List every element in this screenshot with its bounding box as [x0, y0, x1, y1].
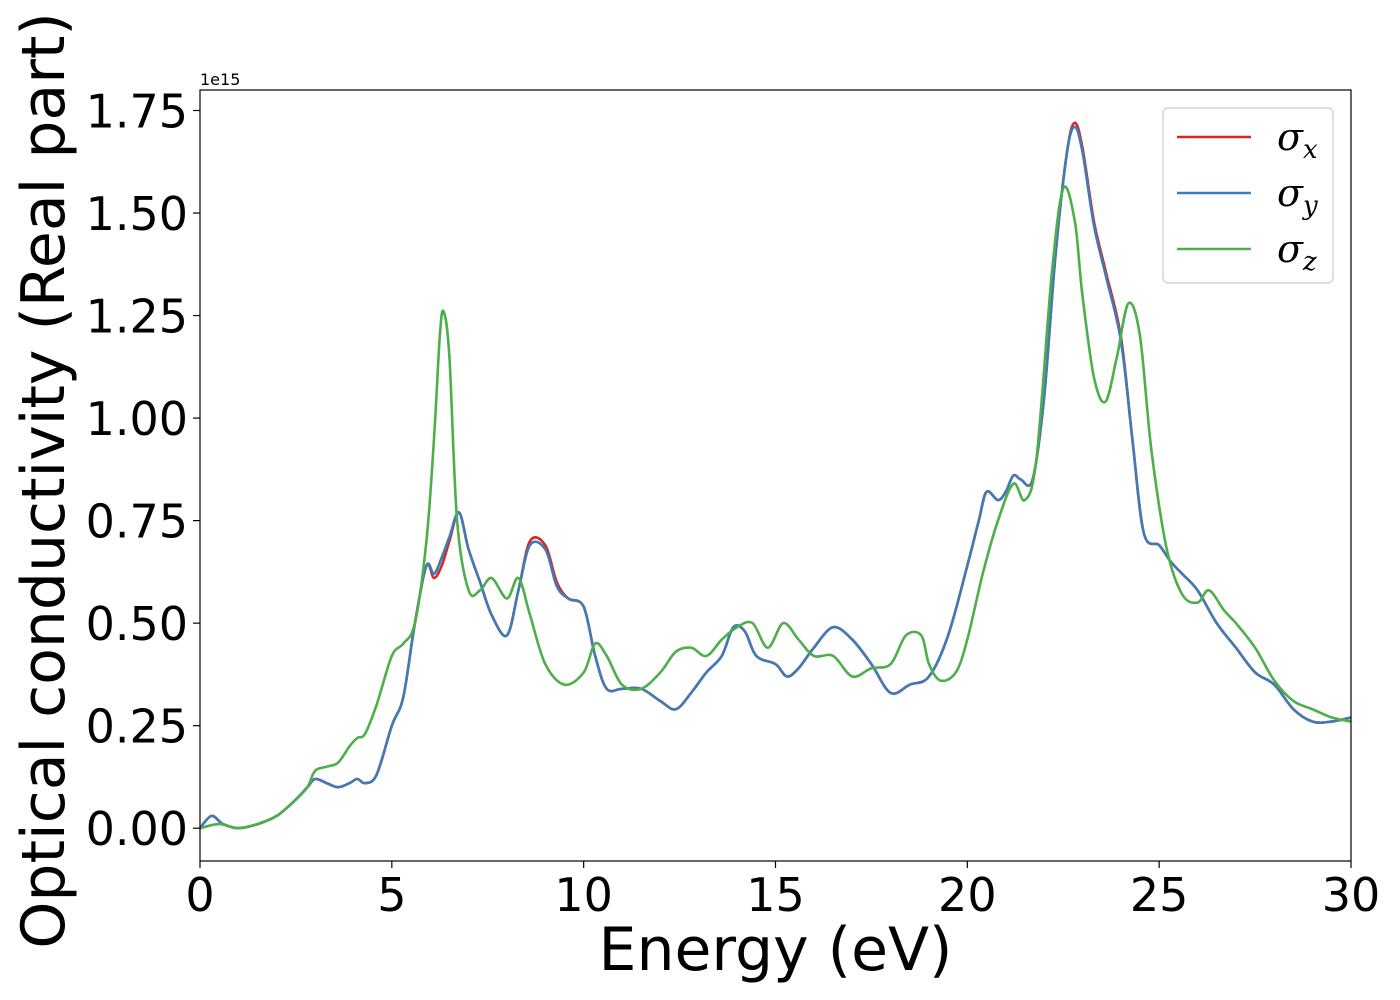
x-tick-label: 20 — [938, 868, 997, 922]
y-offset-label: 1e15 — [200, 70, 240, 89]
legend-label-z: σz — [1277, 227, 1317, 277]
y-tick-label: 1.25 — [86, 290, 188, 344]
x-tick-label: 30 — [1322, 868, 1381, 922]
x-axis-title: Energy (eV) — [599, 915, 953, 985]
series-layer — [200, 121, 1351, 830]
y-axis-title: Optical conductivity (Real part) — [9, 12, 79, 949]
y-tick-label: 1.00 — [86, 392, 188, 446]
y-tick-label: 0.50 — [86, 597, 188, 651]
legend-label-y: σy — [1277, 171, 1318, 221]
ticks-layer: 0 5 10 15 20 25 30 0.00 0.25 0.50 0.75 1.00 1.25 1.50… — [86, 85, 1381, 922]
legend-label-x: σx — [1277, 115, 1318, 165]
x-tick-label: 0 — [185, 868, 214, 922]
y-tick-label: 0.00 — [86, 802, 188, 856]
x-tick-label: 10 — [554, 868, 613, 922]
legend-frame — [1162, 107, 1334, 284]
x-tick-label: 25 — [1130, 868, 1189, 922]
x-tick-label: 5 — [377, 868, 406, 922]
y-tick-label: 1.75 — [86, 85, 188, 139]
y-tick-label: 0.25 — [86, 700, 188, 754]
legend: σx σy σz — [1162, 107, 1334, 284]
series-line-z — [200, 185, 1351, 830]
y-tick-label: 0.75 — [86, 495, 188, 549]
y-tick-label: 1.50 — [86, 187, 188, 241]
x-tick-label: 15 — [746, 868, 805, 922]
